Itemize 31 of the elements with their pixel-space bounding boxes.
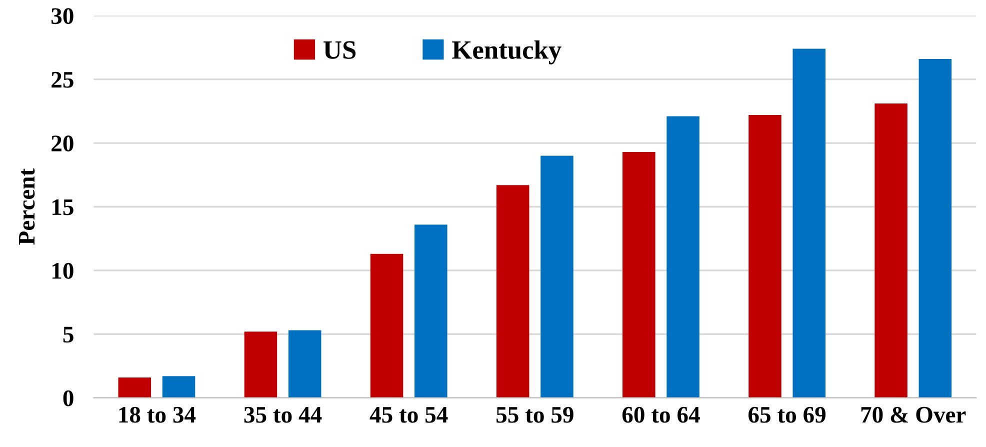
bar <box>792 48 826 398</box>
bar <box>414 224 448 398</box>
bar <box>244 332 278 398</box>
bar <box>540 156 574 398</box>
bar <box>622 152 656 398</box>
bar <box>288 330 322 398</box>
x-tick-label: 65 to 69 <box>748 406 826 423</box>
legend-label: Kentucky <box>452 40 562 64</box>
y-tick-label: 10 <box>52 262 74 279</box>
y-tick-label: 30 <box>52 8 74 24</box>
y-axis-title: Percent <box>19 168 35 245</box>
bar <box>118 377 152 398</box>
x-tick-label: 35 to 44 <box>244 406 322 423</box>
bar <box>918 58 952 398</box>
legend-label: US <box>324 41 356 59</box>
bar <box>162 376 196 398</box>
y-tick-label: 15 <box>52 199 74 216</box>
bar <box>874 104 908 398</box>
bar <box>666 116 700 398</box>
x-tick-label: 60 to 64 <box>622 406 700 423</box>
bar <box>370 254 404 398</box>
x-tick-label: 55 to 59 <box>496 406 574 423</box>
y-tick-label: 5 <box>63 326 74 343</box>
x-tick-label: 70 & Over <box>861 406 966 423</box>
x-tick-label: 45 to 54 <box>370 407 448 423</box>
y-tick-label: 0 <box>63 390 74 406</box>
y-tick-label: 20 <box>52 136 74 152</box>
y-tick-label: 25 <box>52 72 74 88</box>
bar <box>748 115 782 398</box>
x-tick-label: 18 to 34 <box>119 406 196 423</box>
bar <box>496 185 530 398</box>
